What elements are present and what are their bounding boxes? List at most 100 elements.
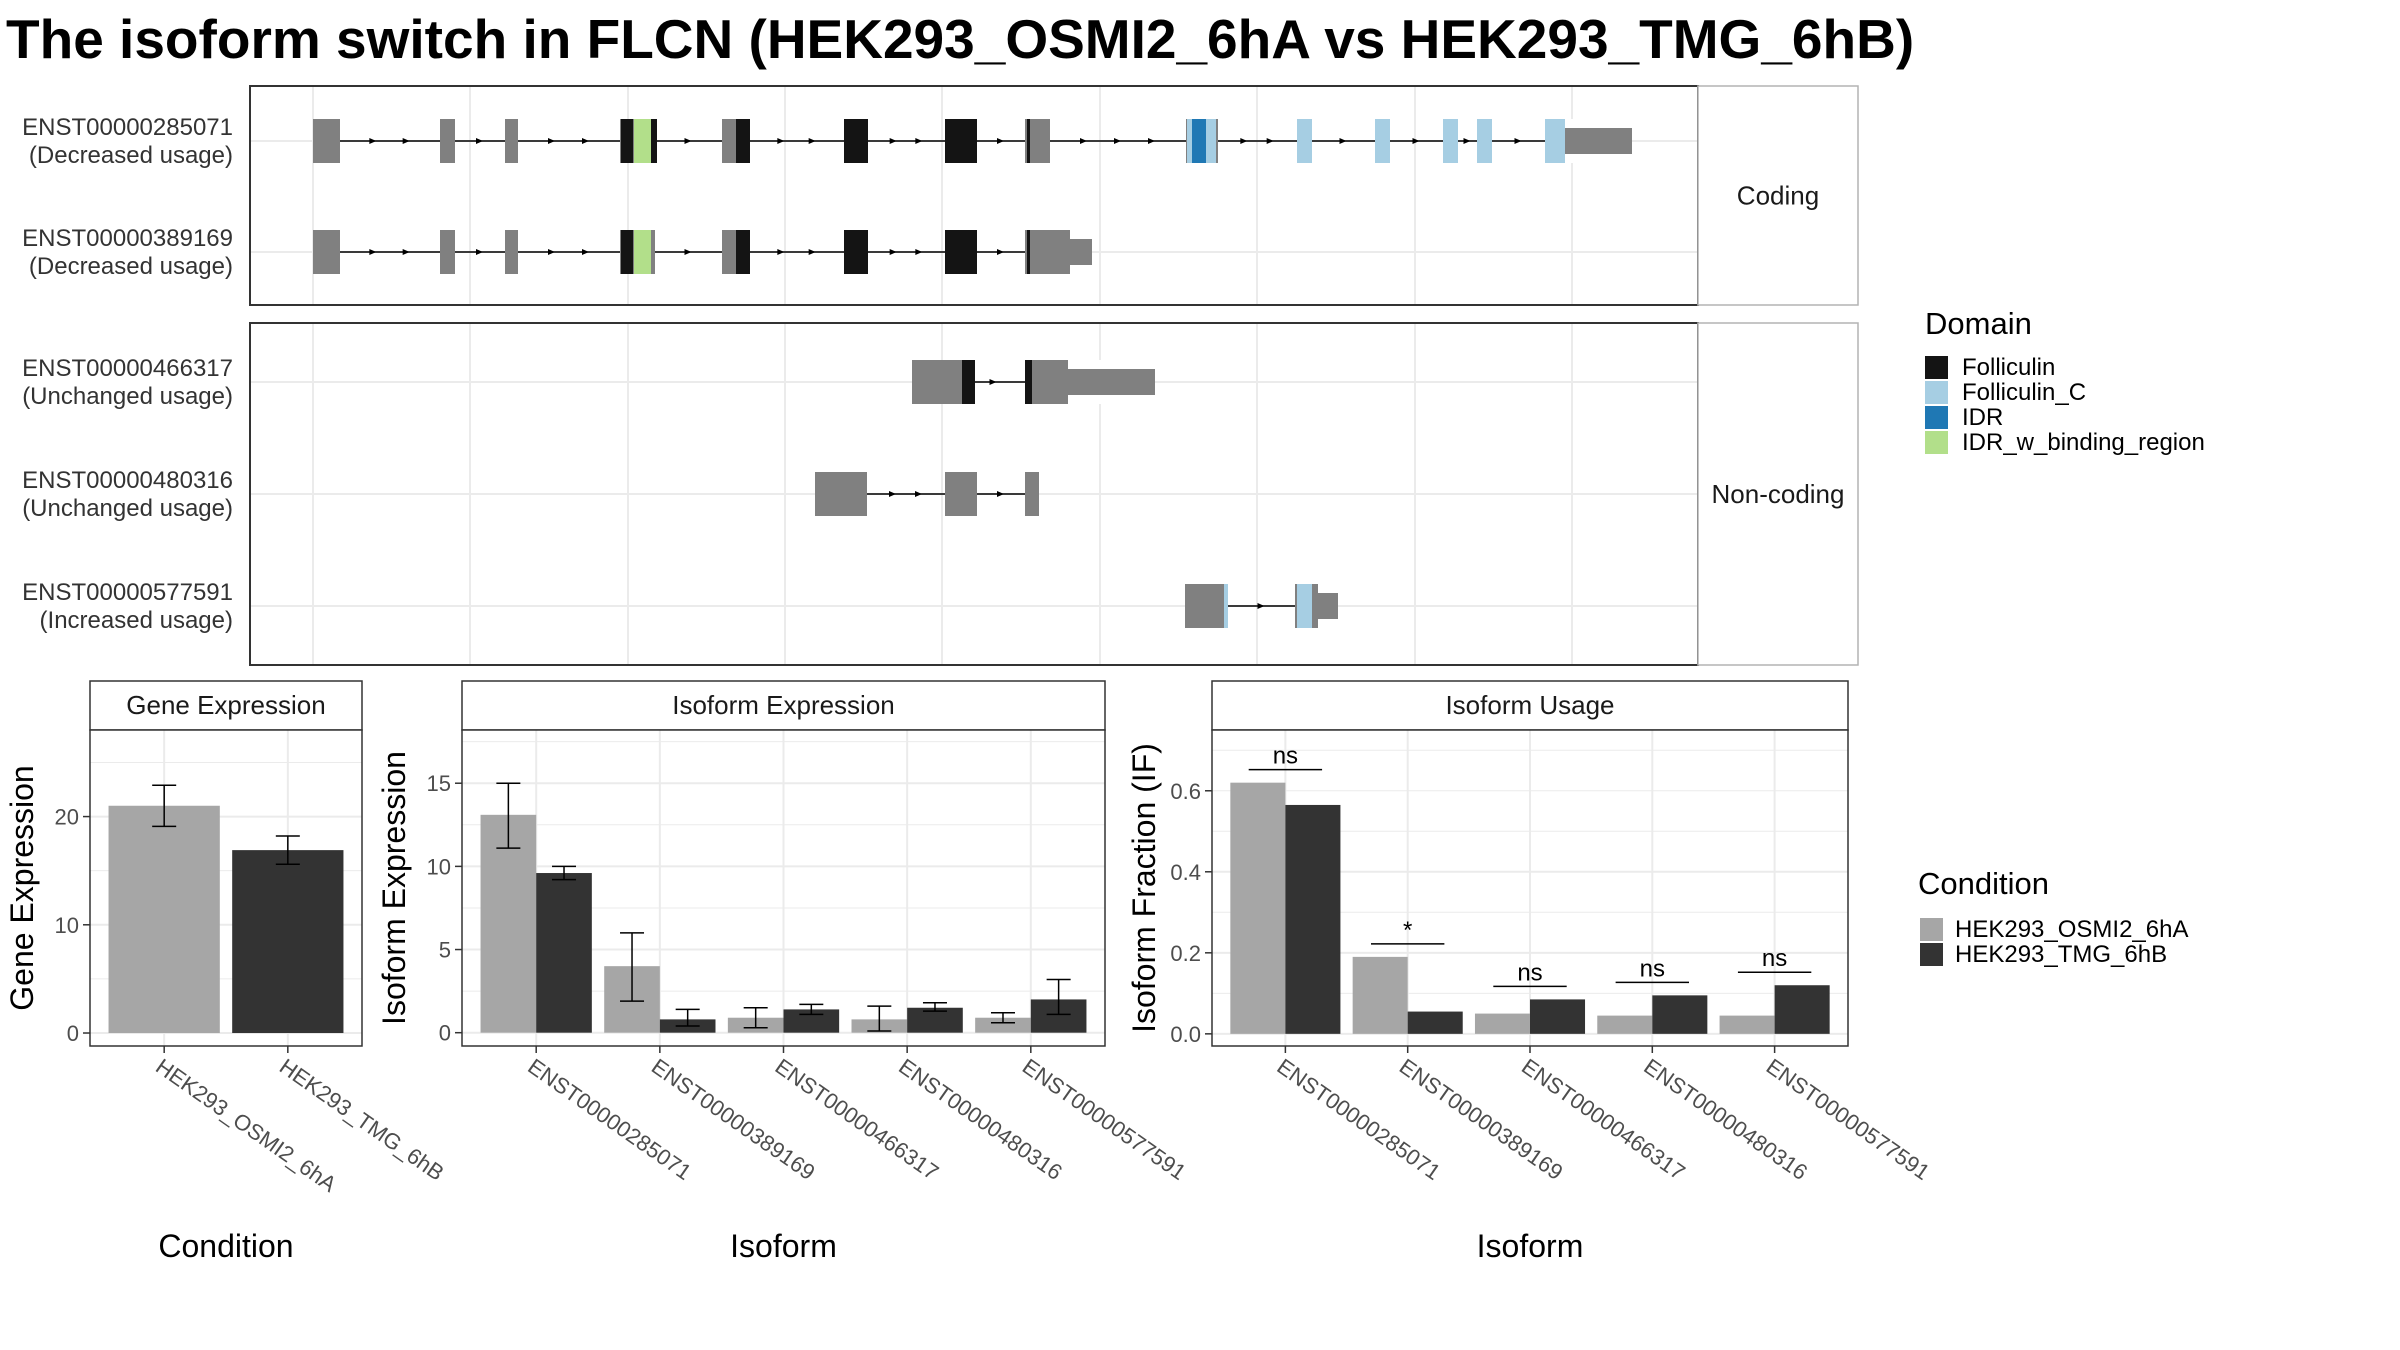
- intron-direction-arrow: [1240, 138, 1248, 144]
- intron-direction-arrow: [369, 249, 377, 255]
- domain-legend-label: Folliculin_C: [1962, 379, 2086, 406]
- facet-strip-label: Non-coding: [1712, 479, 1845, 509]
- intron-direction-arrow: [582, 249, 589, 255]
- bar: [907, 1007, 963, 1033]
- intron-direction-arrow: [989, 379, 997, 385]
- bar: [1652, 995, 1708, 1034]
- domain-legend: Domain FolliculinFolliculin_CIDRIDR_w_bin…: [1925, 306, 2205, 456]
- exon-block: [722, 119, 737, 163]
- transcript-usage-label: (Unchanged usage): [22, 383, 233, 410]
- domain-block: [1027, 230, 1030, 274]
- chart-strip: [461, 680, 1106, 731]
- transcript-usage-label: (Decreased usage): [29, 142, 233, 169]
- transcript-id-label: ENST00000480316: [22, 467, 233, 494]
- intron-direction-arrow: [684, 249, 692, 255]
- domain-block: [736, 230, 750, 274]
- domain-block: [1297, 119, 1312, 163]
- domain-legend-label: IDR_w_binding_region: [1962, 429, 2205, 456]
- intron-direction-arrow: [997, 138, 1004, 144]
- intron-direction-arrow: [582, 138, 589, 144]
- chart-strip-title: Gene Expression: [126, 690, 325, 720]
- domain-block: [844, 230, 868, 274]
- bar: [1530, 999, 1586, 1034]
- bar: [1597, 1015, 1653, 1034]
- domain-legend-swatch: [1925, 431, 1948, 454]
- chart-strip: [1211, 680, 1849, 731]
- domain-block: [621, 119, 633, 163]
- domain-block: [1206, 119, 1216, 163]
- transcript-id-label: ENST00000577591: [22, 579, 233, 606]
- bar: [1407, 1011, 1463, 1034]
- exon-block: [815, 472, 867, 516]
- transcript-facet-strip: [1697, 85, 1859, 306]
- domain-block: [634, 119, 651, 163]
- domain-block: [634, 230, 651, 274]
- y-axis-title: Gene Expression: [4, 765, 40, 1010]
- transcript-id-label: ENST00000466317: [22, 355, 233, 382]
- exon-block: [505, 119, 518, 163]
- bar: [1352, 956, 1408, 1034]
- exon-block: [313, 230, 340, 274]
- intron-direction-arrow: [1412, 138, 1420, 144]
- domain-block: [1224, 584, 1228, 628]
- intron-direction-arrow: [1080, 138, 1087, 144]
- domain-block: [651, 119, 657, 163]
- transcript-usage-label: (Decreased usage): [29, 253, 233, 280]
- condition-legend-label: HEK293_TMG_6hB: [1955, 941, 2167, 968]
- exon-block: [1025, 472, 1039, 516]
- significance-label: *: [1403, 917, 1412, 944]
- domain-block: [1027, 119, 1030, 163]
- facet-strip-label: Coding: [1737, 181, 1819, 211]
- utr-block: [1070, 239, 1092, 265]
- intron-direction-arrow: [476, 138, 483, 144]
- exon-block: [912, 360, 962, 404]
- intron-direction-arrow: [1463, 138, 1471, 144]
- transcript-facet-strip: [1697, 322, 1859, 666]
- bar: [1285, 804, 1341, 1034]
- chart-strip: [89, 680, 363, 731]
- domain-block: [736, 119, 750, 163]
- intron-direction-arrow: [548, 138, 555, 144]
- y-axis-title: Isoform Expression: [376, 751, 412, 1025]
- domain-block: [1297, 584, 1312, 628]
- domain-block: [962, 360, 975, 404]
- significance-label: ns: [1640, 955, 1665, 982]
- intron-direction-arrow: [889, 491, 896, 497]
- utr-block: [1560, 128, 1632, 154]
- domain-legend-title: Domain: [1925, 306, 2032, 341]
- x-axis-title: Isoform: [730, 1228, 837, 1264]
- utr-block: [1068, 369, 1155, 395]
- condition-legend-swatch: [1920, 918, 1943, 941]
- significance-label: ns: [1517, 959, 1542, 986]
- chart-strip-title: Isoform Usage: [1445, 690, 1614, 720]
- domain-block: [945, 119, 977, 163]
- intron-direction-arrow: [1514, 138, 1522, 144]
- intron-direction-arrow: [997, 249, 1004, 255]
- condition-legend-title: Condition: [1918, 866, 2049, 901]
- y-tick-label: 15: [427, 771, 451, 796]
- significance-label: ns: [1273, 743, 1298, 770]
- intron-direction-arrow: [684, 138, 692, 144]
- domain-block: [1192, 119, 1206, 163]
- domain-legend-label: Folliculin: [1962, 354, 2055, 381]
- bar: [1719, 1015, 1775, 1034]
- condition-legend-swatch: [1920, 943, 1943, 966]
- y-axis-title: Isoform Fraction (IF): [1126, 743, 1162, 1033]
- intron-direction-arrow: [476, 249, 483, 255]
- intron-direction-arrow: [1266, 138, 1274, 144]
- y-tick-label: 5: [439, 938, 451, 963]
- intron-direction-arrow: [915, 138, 923, 144]
- intron-direction-arrow: [997, 491, 1004, 497]
- y-tick-label: 0: [67, 1021, 79, 1046]
- x-axis-title: Isoform: [1477, 1228, 1584, 1264]
- domain-block: [1545, 119, 1565, 163]
- intron-direction-arrow: [1339, 138, 1347, 144]
- chart-panel-1: Gene Expression01020HEK293_OSMI2_6hAHEK2…: [4, 680, 449, 1264]
- intron-direction-arrow: [777, 249, 785, 255]
- significance-label: ns: [1762, 945, 1787, 972]
- domain-block: [621, 230, 633, 274]
- intron-direction-arrow: [777, 138, 785, 144]
